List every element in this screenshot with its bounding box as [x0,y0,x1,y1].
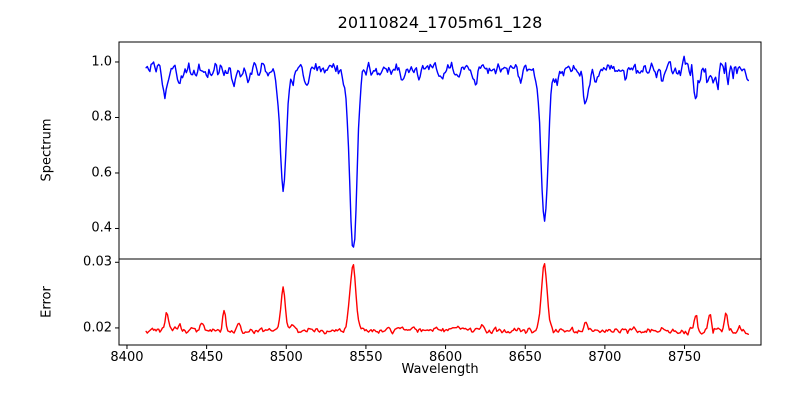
chart-title: 20110824_1705m61_128 [337,13,543,32]
spectrum-y-tick-label: 0.8 [91,109,112,125]
error-y-tick-label: 0.03 [83,254,112,270]
error-y-tick-label: 0.02 [83,320,112,336]
spectrum-y-tick-label: 0.4 [91,220,112,236]
error-panel-border [118,258,762,346]
x-tick-label: 8400 [110,350,144,365]
x-tick-label: 8750 [667,350,702,365]
error-line [145,263,749,336]
spectrum-y-tick-label: 0.6 [91,165,112,181]
x-tick-label: 8550 [349,350,383,365]
x-tick-label: 8500 [269,350,303,365]
x-tick-label: 8700 [588,350,622,365]
x-tick-label: 8650 [508,350,542,365]
spectrum-line [145,55,749,248]
spectrum-y-tick-label: 1.0 [91,54,112,70]
x-axis-label: Wavelength [401,362,479,377]
x-tick-label: 8600 [429,350,463,365]
x-tick-label: 8450 [190,350,224,365]
